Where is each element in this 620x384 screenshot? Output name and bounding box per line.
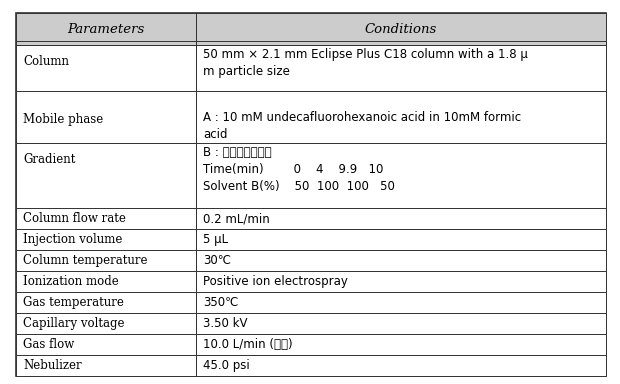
Bar <box>16 355 196 376</box>
Bar <box>196 229 606 250</box>
Text: Parameters: Parameters <box>67 23 144 36</box>
Text: Nebulizer: Nebulizer <box>23 359 82 372</box>
Bar <box>196 91 606 143</box>
Bar <box>196 271 606 292</box>
Text: A : 10 mM undecafluorohexanoic acid in 10mM formic: A : 10 mM undecafluorohexanoic acid in 1… <box>203 111 521 124</box>
Text: Conditions: Conditions <box>365 23 437 36</box>
Bar <box>196 313 606 334</box>
Bar <box>196 143 606 209</box>
Bar <box>16 91 196 143</box>
Bar <box>16 229 196 250</box>
Bar <box>196 292 606 313</box>
Text: B : 아세토나이트릴: B : 아세토나이트릴 <box>203 146 272 159</box>
Text: Time(min)        0    4    9.9   10: Time(min) 0 4 9.9 10 <box>203 163 384 176</box>
Bar <box>196 209 606 229</box>
Text: 30℃: 30℃ <box>203 254 231 267</box>
Text: 0.2 mL/min: 0.2 mL/min <box>203 212 270 225</box>
Text: Gas temperature: Gas temperature <box>23 296 124 309</box>
Bar <box>16 334 196 355</box>
Text: m particle size: m particle size <box>203 65 290 78</box>
Text: Column flow rate: Column flow rate <box>23 212 126 225</box>
Text: Column: Column <box>23 55 69 68</box>
Text: Positive ion electrospray: Positive ion electrospray <box>203 275 348 288</box>
Text: Column temperature: Column temperature <box>23 254 148 267</box>
Bar <box>196 13 606 45</box>
Text: Gas flow: Gas flow <box>23 338 74 351</box>
Text: Injection volume: Injection volume <box>23 233 122 246</box>
Bar <box>196 45 606 91</box>
Bar <box>16 45 196 91</box>
Bar <box>196 250 606 271</box>
Text: 45.0 psi: 45.0 psi <box>203 359 250 372</box>
Bar <box>196 334 606 355</box>
Text: Capillary voltage: Capillary voltage <box>23 317 125 330</box>
Bar <box>16 209 196 229</box>
Text: Solvent B(%)    50  100  100   50: Solvent B(%) 50 100 100 50 <box>203 180 395 193</box>
Text: 3.50 kV: 3.50 kV <box>203 317 247 330</box>
Text: 350℃: 350℃ <box>203 296 239 309</box>
Text: Mobile phase: Mobile phase <box>23 113 103 126</box>
Bar <box>16 313 196 334</box>
Text: acid: acid <box>203 128 228 141</box>
Bar <box>16 271 196 292</box>
Bar <box>16 292 196 313</box>
Text: 5 μL: 5 μL <box>203 233 228 246</box>
Bar <box>16 13 196 45</box>
Text: Ionization mode: Ionization mode <box>23 275 118 288</box>
Bar <box>196 355 606 376</box>
Text: 50 mm × 2.1 mm Eclipse Plus C18 column with a 1.8 μ: 50 mm × 2.1 mm Eclipse Plus C18 column w… <box>203 48 528 61</box>
Bar <box>16 250 196 271</box>
Bar <box>16 143 196 209</box>
Text: 10.0 L/min (질소): 10.0 L/min (질소) <box>203 338 293 351</box>
Text: Gradient: Gradient <box>23 153 75 166</box>
